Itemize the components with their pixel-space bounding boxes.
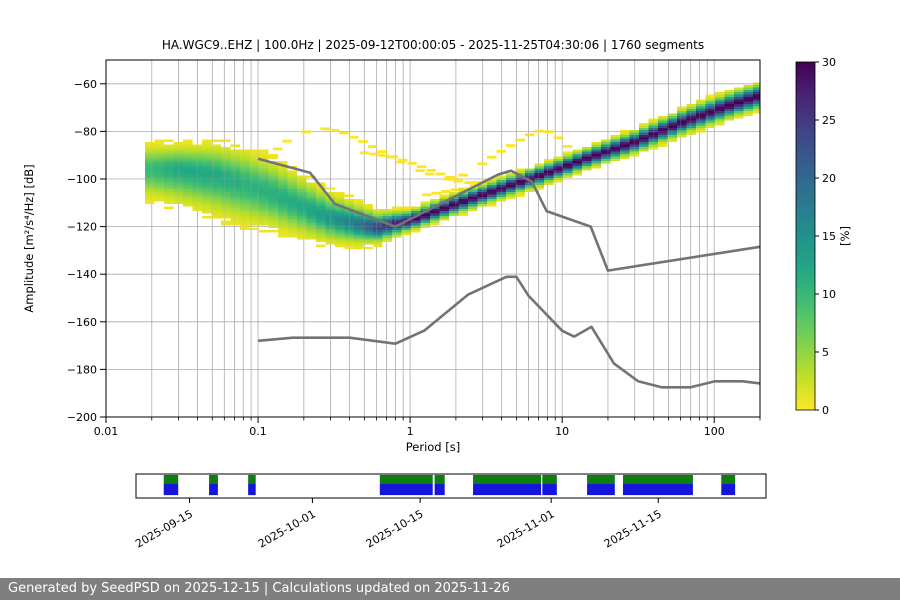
- svg-text:1: 1: [407, 425, 414, 438]
- svg-text:20: 20: [822, 172, 836, 185]
- timeline-segment-blue: [434, 483, 445, 496]
- grid-layer: [105, 60, 761, 418]
- svg-text:−100: −100: [67, 173, 97, 186]
- grid-overlay-layer: [105, 60, 761, 418]
- timeline-date-label: 2025-11-01: [495, 507, 557, 550]
- svg-text:−180: −180: [67, 363, 97, 376]
- timeline-segment-blue: [248, 483, 256, 496]
- nlnm-line: [257, 275, 761, 389]
- svg-text:15: 15: [822, 230, 836, 243]
- ppsd-heatmap-layer: [144, 82, 760, 250]
- svg-text:0: 0: [822, 404, 829, 417]
- svg-text:5: 5: [822, 346, 829, 359]
- timeline-segment-green: [721, 474, 736, 484]
- svg-text:−160: −160: [67, 316, 97, 329]
- timeline-date-label: 2025-10-01: [256, 507, 318, 550]
- colorbar: 0 5 10 15 20 25 30 [%]: [795, 56, 852, 417]
- timeline-segment-green: [622, 474, 693, 484]
- timeline-segment-green: [473, 474, 542, 484]
- plot-title: HA.WGC9..EHZ | 100.0Hz | 2025-09-12T00:0…: [161, 38, 705, 52]
- timeline-segment-green: [434, 474, 445, 484]
- timeline-segment-blue: [473, 483, 542, 496]
- x-axis-label: Period [s]: [406, 440, 460, 454]
- svg-text:25: 25: [822, 114, 836, 127]
- svg-text:10: 10: [822, 288, 836, 301]
- axes-layer: 0.01 0.1 1 10 100 −60 −80 −100 −120 −140 −160 −180 −…: [22, 59, 761, 454]
- footer-bar: Generated by SeedPSD on 2025-12-15 | Cal…: [0, 578, 900, 600]
- svg-text:−60: −60: [74, 78, 97, 91]
- timeline-segment-green: [209, 474, 218, 484]
- timeline-segment-blue: [622, 483, 693, 496]
- availability-timeline: 2025-09-15 2025-10-01 2025-10-15 2025-11-01…: [133, 473, 767, 551]
- timeline-segment-blue: [721, 483, 736, 496]
- colorbar-label: [%]: [838, 226, 852, 246]
- svg-text:−80: −80: [74, 125, 97, 138]
- timeline-segment-blue: [163, 483, 179, 496]
- footer-text: Generated by SeedPSD on 2025-12-15 | Cal…: [8, 581, 510, 596]
- timeline-date-label: 2025-10-15: [364, 507, 426, 550]
- timeline-segment-blue: [209, 483, 218, 496]
- timeline-segment-green: [587, 474, 615, 484]
- timeline-segment-green: [248, 474, 256, 484]
- timeline-segment-green: [163, 474, 179, 484]
- timeline-segment-blue: [587, 483, 615, 496]
- svg-text:10: 10: [555, 425, 569, 438]
- svg-text:−200: −200: [67, 411, 97, 424]
- timeline-segment-green: [379, 474, 433, 484]
- svg-text:−120: −120: [67, 221, 97, 234]
- ppsd-plot-canvas: 0.01 0.1 1 10 100−60−80−100−120−140−160−180−…: [22, 56, 852, 551]
- timeline-date-label: 2025-09-15: [133, 507, 195, 550]
- svg-text:−140: −140: [67, 268, 97, 281]
- svg-text:30: 30: [822, 56, 836, 69]
- svg-text:100: 100: [704, 425, 725, 438]
- nhnm-line: [257, 157, 761, 272]
- svg-text:0.1: 0.1: [249, 425, 267, 438]
- timeline-date-label: 2025-11-15: [602, 507, 664, 550]
- timeline-segment-green: [542, 474, 557, 484]
- timeline-segment-blue: [542, 483, 557, 496]
- timeline-segment-blue: [379, 483, 433, 496]
- y-axis-label: Amplitude [m²/s⁴/Hz] [dB]: [22, 164, 36, 312]
- svg-text:0.01: 0.01: [94, 425, 119, 438]
- noise-model-lines: [257, 157, 761, 389]
